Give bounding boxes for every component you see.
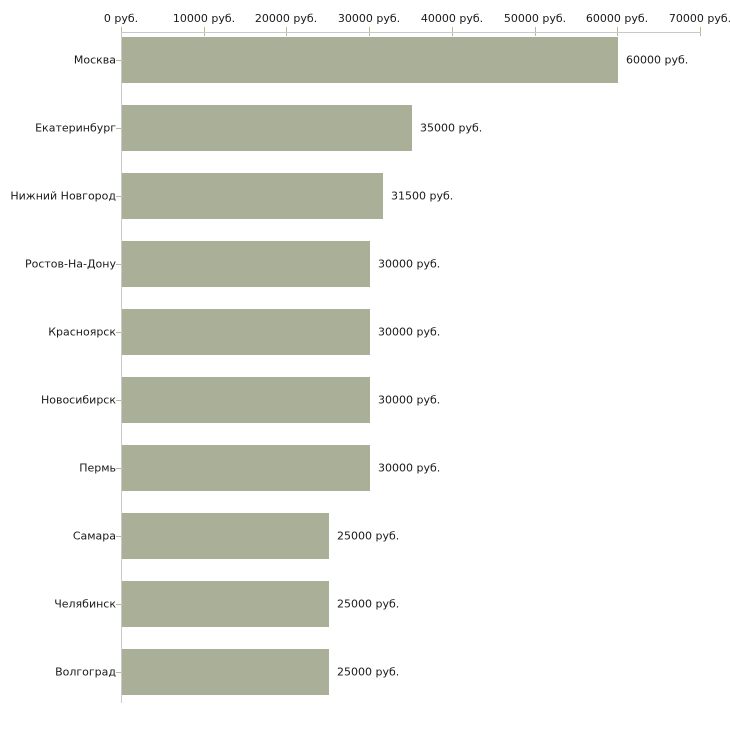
x-axis-tick xyxy=(204,27,205,36)
x-axis-tick-label: 70000 руб. xyxy=(668,12,730,25)
category-tick xyxy=(116,400,121,401)
bar xyxy=(122,649,329,695)
category-tick xyxy=(116,196,121,197)
x-axis-tick-label: 30000 руб. xyxy=(337,12,401,25)
bar xyxy=(122,445,370,491)
x-axis-tick xyxy=(617,27,618,36)
x-axis-tick-label: 0 руб. xyxy=(103,12,139,25)
value-label: 25000 руб. xyxy=(337,529,400,543)
category-label: Нижний Новгород xyxy=(10,189,116,203)
bar xyxy=(122,377,370,423)
x-axis-tick xyxy=(535,27,536,36)
value-label: 35000 руб. xyxy=(420,121,483,135)
category-tick xyxy=(116,264,121,265)
x-axis-tick-label: 10000 руб. xyxy=(172,12,236,25)
x-axis-tick-label: 60000 руб. xyxy=(585,12,649,25)
category-tick xyxy=(116,604,121,605)
category-label: Челябинск xyxy=(54,597,116,611)
category-label: Красноярск xyxy=(48,325,116,339)
category-label: Екатеринбург xyxy=(35,121,116,135)
x-axis-tick-label: 20000 руб. xyxy=(254,12,318,25)
x-axis-tick xyxy=(452,27,453,36)
x-axis-tick xyxy=(286,27,287,36)
category-tick xyxy=(116,60,121,61)
bar xyxy=(122,105,412,151)
value-label: 30000 руб. xyxy=(378,461,441,475)
value-label: 31500 руб. xyxy=(391,189,454,203)
value-label: 60000 руб. xyxy=(626,53,689,67)
category-tick xyxy=(116,332,121,333)
y-axis-line xyxy=(121,32,122,703)
value-label: 25000 руб. xyxy=(337,665,400,679)
category-tick xyxy=(116,128,121,129)
x-axis-tick xyxy=(121,27,122,36)
category-tick xyxy=(116,672,121,673)
bar xyxy=(122,173,383,219)
x-axis-tick xyxy=(700,27,701,36)
x-axis-line xyxy=(121,32,701,33)
bar xyxy=(122,241,370,287)
category-label: Новосибирск xyxy=(40,393,116,407)
bar xyxy=(122,309,370,355)
category-label: Москва xyxy=(73,53,116,67)
value-label: 25000 руб. xyxy=(337,597,400,611)
category-label: Самара xyxy=(72,529,116,543)
value-label: 30000 руб. xyxy=(378,393,441,407)
bar xyxy=(122,513,329,559)
x-axis-tick-label: 40000 руб. xyxy=(420,12,484,25)
category-tick xyxy=(116,468,121,469)
category-label: Ростов-На-Дону xyxy=(24,257,116,271)
bar xyxy=(122,37,618,83)
value-label: 30000 руб. xyxy=(378,257,441,271)
category-tick xyxy=(116,536,121,537)
category-label: Волгоград xyxy=(55,665,116,679)
value-label: 30000 руб. xyxy=(378,325,441,339)
bar xyxy=(122,581,329,627)
category-label: Пермь xyxy=(79,461,116,475)
x-axis-tick xyxy=(369,27,370,36)
x-axis-tick-label: 50000 руб. xyxy=(503,12,567,25)
